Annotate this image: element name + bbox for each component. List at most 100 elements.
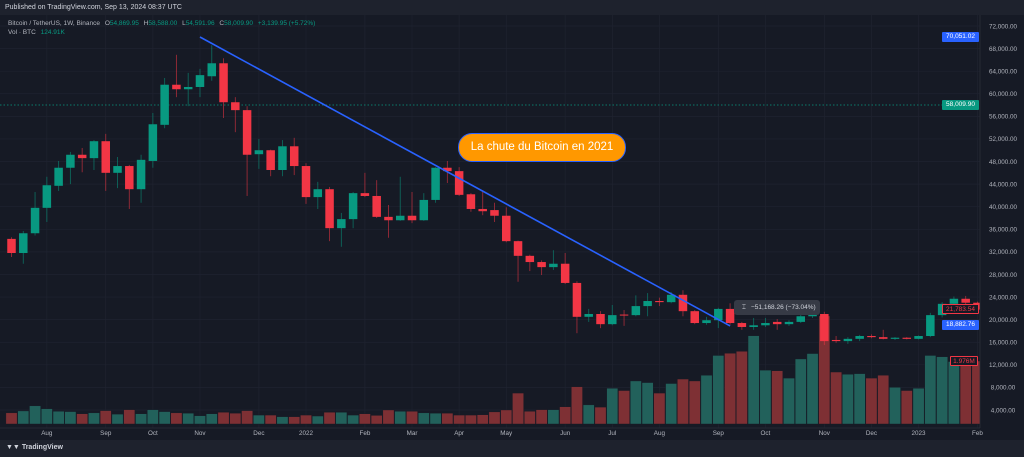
- candle[interactable]: [714, 307, 723, 329]
- candle[interactable]: [66, 151, 75, 185]
- candle[interactable]: [761, 317, 770, 327]
- candle[interactable]: [337, 212, 346, 247]
- candle[interactable]: [572, 281, 582, 334]
- volume-bar: [630, 380, 642, 425]
- candle[interactable]: [725, 303, 735, 325]
- candle-body: [466, 194, 476, 209]
- symbol-name[interactable]: Bitcoin / TetherUS, 1W, Binance: [8, 20, 101, 27]
- candle[interactable]: [678, 290, 688, 317]
- trend-line[interactable]: [199, 36, 731, 327]
- candle[interactable]: [749, 317, 758, 330]
- candle[interactable]: [926, 312, 935, 338]
- annotation-callout[interactable]: La chute du Bitcoin en 2021: [458, 133, 626, 162]
- candle[interactable]: [325, 186, 334, 242]
- candle[interactable]: [454, 167, 464, 196]
- candle[interactable]: [195, 68, 205, 98]
- candle[interactable]: [360, 172, 370, 198]
- volume-label[interactable]: Vol · BTC: [8, 29, 36, 36]
- candle[interactable]: [348, 192, 358, 229]
- candle[interactable]: [490, 202, 499, 222]
- footer-bar: [0, 440, 1024, 457]
- candle[interactable]: [160, 77, 169, 129]
- candle[interactable]: [254, 138, 264, 169]
- candle[interactable]: [372, 180, 381, 218]
- candle[interactable]: [784, 320, 794, 326]
- candle[interactable]: [136, 154, 146, 203]
- candle[interactable]: [772, 319, 782, 330]
- candle[interactable]: [690, 310, 699, 325]
- candlestick-chart[interactable]: 72,000.00 68,000.00 64,000.00 60,000.00 56,0…: [0, 15, 1024, 440]
- candle[interactable]: [219, 58, 228, 119]
- volume-bar: [441, 412, 454, 425]
- candle-body: [749, 325, 758, 327]
- candle[interactable]: [843, 337, 853, 344]
- candle[interactable]: [878, 329, 888, 340]
- candle[interactable]: [113, 157, 122, 189]
- candle[interactable]: [478, 190, 487, 216]
- candle[interactable]: [172, 54, 181, 98]
- candle[interactable]: [466, 193, 476, 212]
- candle[interactable]: [855, 334, 864, 342]
- candle[interactable]: [525, 254, 535, 272]
- candle[interactable]: [313, 181, 323, 209]
- candle[interactable]: [42, 176, 52, 222]
- candle-body: [372, 195, 381, 217]
- candle[interactable]: [419, 193, 429, 221]
- candle[interactable]: [608, 304, 617, 326]
- candle[interactable]: [19, 230, 28, 264]
- candle[interactable]: [890, 337, 900, 340]
- candle[interactable]: [242, 106, 252, 196]
- candle[interactable]: [101, 133, 110, 191]
- candle[interactable]: [278, 140, 287, 177]
- price-axis[interactable]: [980, 15, 1024, 440]
- candle[interactable]: [961, 295, 970, 305]
- candle[interactable]: [702, 316, 711, 325]
- tradingview-logo[interactable]: ▼▼ TradingView: [6, 444, 63, 451]
- candle[interactable]: [502, 207, 511, 243]
- volume-bar: [688, 380, 701, 425]
- candle[interactable]: [902, 337, 912, 340]
- candle[interactable]: [89, 140, 99, 170]
- candle[interactable]: [431, 167, 440, 203]
- volume-bar: [571, 386, 583, 425]
- candle[interactable]: [631, 295, 641, 317]
- candle[interactable]: [289, 137, 299, 176]
- price-tick-label: 56,000.00: [989, 114, 1018, 121]
- candle[interactable]: [301, 163, 311, 204]
- candle[interactable]: [7, 237, 16, 257]
- time-tick-label: Apr: [454, 430, 464, 437]
- candle[interactable]: [77, 147, 87, 173]
- candle[interactable]: [231, 97, 240, 133]
- candle[interactable]: [820, 311, 829, 346]
- candle[interactable]: [596, 311, 605, 329]
- candle[interactable]: [407, 192, 417, 224]
- candle[interactable]: [395, 176, 405, 221]
- candle[interactable]: [655, 297, 664, 307]
- candle[interactable]: [207, 45, 217, 81]
- volume-bar: [29, 405, 41, 425]
- candle[interactable]: [619, 310, 629, 326]
- candle-body: [490, 210, 499, 216]
- price-tick-label: 12,000.00: [989, 362, 1018, 369]
- candle[interactable]: [148, 112, 158, 168]
- candle[interactable]: [513, 240, 523, 282]
- volume-bar: [794, 358, 807, 425]
- candle[interactable]: [537, 260, 546, 276]
- volume-value: 124.91K: [40, 29, 65, 36]
- candle[interactable]: [54, 160, 63, 191]
- candle[interactable]: [584, 308, 593, 322]
- candle[interactable]: [549, 250, 558, 270]
- candle[interactable]: [183, 72, 193, 107]
- candle[interactable]: [831, 336, 841, 343]
- candle-body: [301, 166, 311, 198]
- candle[interactable]: [867, 334, 876, 339]
- candle-body: [878, 337, 888, 339]
- candle[interactable]: [384, 205, 393, 238]
- candle[interactable]: [125, 164, 134, 209]
- candle[interactable]: [266, 149, 275, 177]
- candle[interactable]: [737, 321, 747, 330]
- candle[interactable]: [560, 253, 570, 285]
- candle[interactable]: [30, 192, 40, 236]
- candle[interactable]: [643, 293, 652, 317]
- candle[interactable]: [914, 335, 923, 340]
